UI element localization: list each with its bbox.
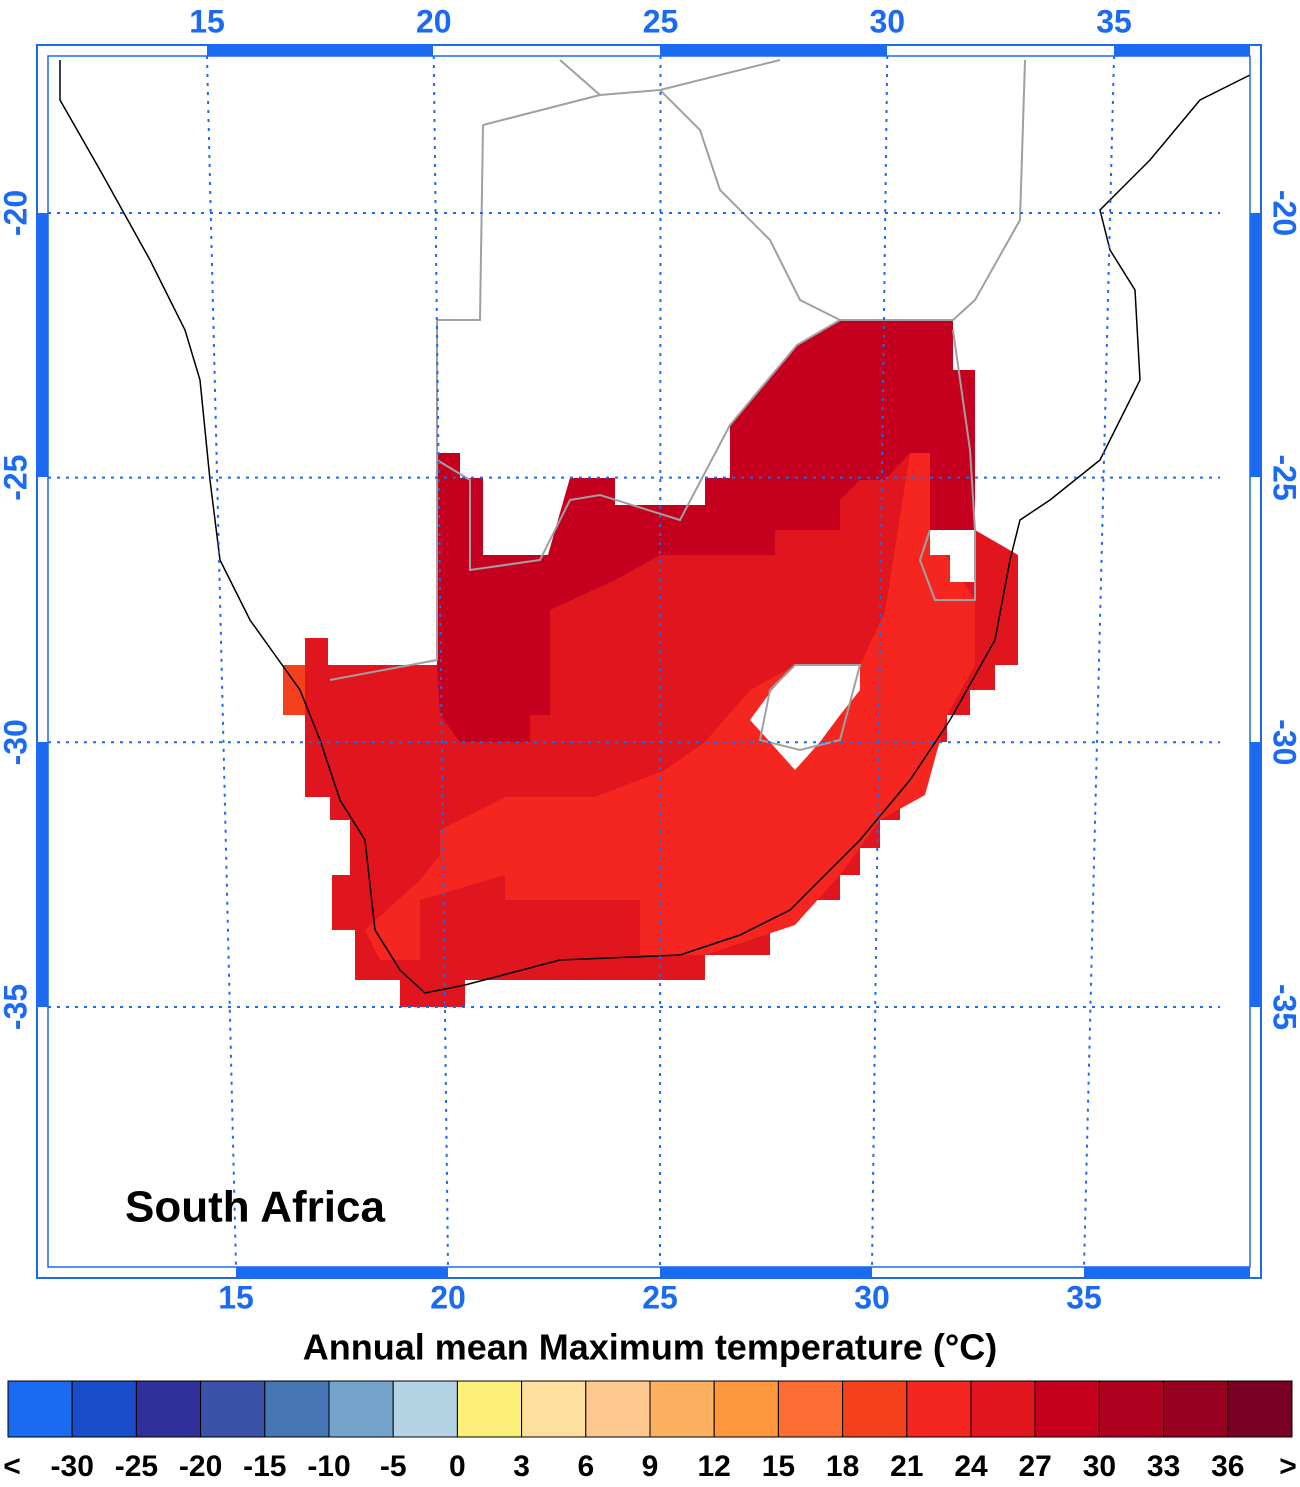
colorbar-box <box>264 1380 330 1438</box>
colorbar-box <box>71 1380 137 1438</box>
lon-grid-line <box>1083 55 1115 1268</box>
colorbar-box <box>328 1380 394 1438</box>
colorbar-label: 27 <box>1019 1450 1052 1483</box>
colorbar-label: 21 <box>890 1450 923 1483</box>
lon-tick-label: 35 <box>1096 3 1132 39</box>
colorbar-label: -15 <box>243 1450 286 1483</box>
colorbar-label: 36 <box>1211 1450 1244 1483</box>
colorbar-box <box>777 1380 844 1438</box>
axis-band <box>1084 1267 1250 1278</box>
lon-tick-label: 25 <box>643 3 679 39</box>
axis-band <box>207 45 433 56</box>
lat-tick-label: -25 <box>1267 455 1300 501</box>
colorbar-box <box>1098 1380 1165 1438</box>
colorbar-box <box>392 1380 458 1438</box>
field-hot <box>437 320 975 742</box>
colorbar-label: > <box>1279 1450 1297 1483</box>
colorbar-title: Annual mean Maximum temperature (°C) <box>303 1327 998 1368</box>
frame-outer <box>36 44 1262 1279</box>
colorbar-box <box>456 1380 523 1438</box>
graticule <box>48 55 1220 1268</box>
axis-bands <box>37 45 1261 1278</box>
borders <box>329 59 1026 752</box>
colorbar-box <box>970 1380 1036 1438</box>
swaziland-gap <box>930 530 975 582</box>
field-warm <box>365 453 975 960</box>
colorbar-label: 0 <box>449 1450 466 1483</box>
colorbar-label: < <box>3 1450 21 1483</box>
lon-grid-line <box>659 55 662 1268</box>
lon-grid-line <box>432 55 449 1268</box>
colorbar-label: 3 <box>513 1450 530 1483</box>
lon-tick-label: 15 <box>218 1279 254 1315</box>
lon-tick-label: 20 <box>416 3 452 39</box>
axis-band <box>660 1267 872 1278</box>
axis-band <box>1250 742 1261 1007</box>
colorbar-box <box>906 1380 972 1438</box>
colorbar-box <box>649 1380 715 1438</box>
lat-tick-label: -35 <box>1267 984 1300 1030</box>
colorbar-label: -5 <box>380 1450 407 1483</box>
colorbar-label: 9 <box>642 1450 659 1483</box>
axis-band <box>660 45 887 56</box>
colorbar-box <box>713 1380 779 1438</box>
lon-tick-label: 25 <box>642 1279 678 1315</box>
axis-band <box>236 1267 448 1278</box>
temperature-field <box>283 320 1018 1007</box>
colorbar-label: 6 <box>577 1450 594 1483</box>
colorbar-box <box>1227 1380 1293 1438</box>
lon-tick-label: 35 <box>1066 1279 1102 1315</box>
colorbar-label: 15 <box>762 1450 795 1483</box>
axis-band <box>1250 213 1261 477</box>
lat-tick-label: -20 <box>0 190 33 236</box>
colorbar-box <box>135 1380 202 1438</box>
colorbar-label: -10 <box>307 1450 350 1483</box>
lon-grid-line <box>871 55 889 1268</box>
colorbar-box <box>842 1380 908 1438</box>
lat-tick-label: -25 <box>0 455 33 501</box>
colorbar-box <box>521 1380 587 1438</box>
axis-band <box>37 213 48 477</box>
colorbar-label: -20 <box>179 1450 222 1483</box>
lat-tick-label: -20 <box>1267 190 1300 236</box>
lon-tick-label: 15 <box>189 3 225 39</box>
colorbar-label: 18 <box>826 1450 859 1483</box>
axis-band <box>37 742 48 1007</box>
map-title: South Africa <box>125 1183 385 1232</box>
colorbar-box <box>585 1380 651 1438</box>
frame-inner <box>47 55 1251 1268</box>
colorbar-label: 33 <box>1147 1450 1180 1483</box>
border <box>329 59 1026 752</box>
axis-band <box>1114 45 1250 56</box>
field-mild <box>283 665 305 715</box>
colorbar-label: 30 <box>1083 1450 1116 1483</box>
colorbar-box <box>1034 1380 1100 1438</box>
colorbar-label: -25 <box>115 1450 158 1483</box>
colorbar-box <box>1163 1380 1229 1438</box>
colorbar-box <box>200 1380 266 1438</box>
lon-tick-label: 20 <box>430 1279 466 1315</box>
lon-tick-label: 30 <box>869 3 905 39</box>
colorbar-box <box>7 1380 73 1438</box>
colorbar-label: 24 <box>954 1450 988 1483</box>
colorbar-label: 12 <box>698 1450 731 1483</box>
lat-tick-label: -30 <box>1267 719 1300 765</box>
lon-tick-label: 30 <box>854 1279 890 1315</box>
coastline <box>59 60 1251 994</box>
lat-tick-label: -35 <box>0 984 33 1030</box>
colorbar: < -30 -25 -20 -15 -10 -5 0 3 6 9 12 15 18 21 24 27 30 33 36… <box>3 1380 1297 1483</box>
colorbar-label: -30 <box>51 1450 94 1483</box>
lon-grid-line <box>206 55 237 1268</box>
lat-tick-label: -30 <box>0 719 33 765</box>
